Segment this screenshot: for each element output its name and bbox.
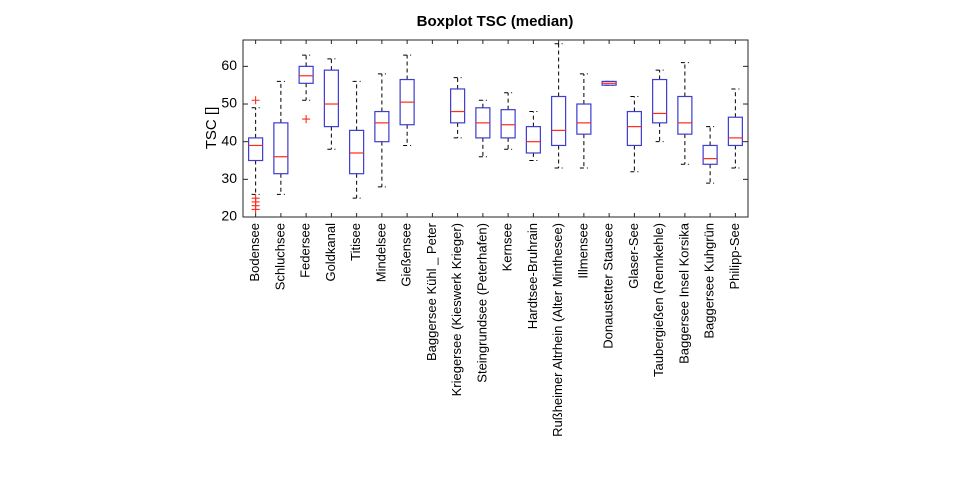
lower-whisker bbox=[680, 134, 689, 165]
box bbox=[349, 129, 365, 175]
box bbox=[298, 65, 314, 84]
x-tick-label: Kriegersee (Kieswerk Krieger) bbox=[449, 223, 464, 396]
box bbox=[576, 103, 592, 135]
upper-whisker bbox=[529, 111, 538, 127]
upper-whisker bbox=[655, 69, 664, 80]
upper-whisker bbox=[630, 95, 639, 112]
upper-whisker bbox=[478, 99, 487, 108]
y-axis-label: TSC [] bbox=[203, 107, 220, 150]
x-tick-label: Titisee bbox=[348, 223, 363, 261]
x-tick-label: Baggersee Kuhgrün bbox=[702, 223, 717, 339]
box bbox=[677, 95, 693, 135]
lower-whisker bbox=[529, 152, 538, 162]
box bbox=[248, 137, 264, 162]
lower-whisker bbox=[453, 122, 462, 139]
lower-whisker bbox=[251, 160, 260, 195]
box bbox=[374, 110, 390, 143]
box bbox=[626, 110, 642, 147]
x-tick-label: Glaser-See bbox=[626, 223, 641, 289]
box bbox=[273, 122, 289, 175]
upper-whisker bbox=[276, 80, 285, 123]
x-tick-label: Baggersee Insel Korsika bbox=[676, 222, 691, 364]
upper-whisker bbox=[251, 107, 260, 138]
outlier bbox=[302, 115, 311, 124]
upper-whisker bbox=[352, 80, 361, 131]
box bbox=[702, 144, 718, 165]
upper-whisker bbox=[680, 62, 689, 97]
lower-whisker bbox=[504, 137, 513, 150]
upper-whisker bbox=[579, 73, 588, 105]
upper-whisker bbox=[453, 77, 462, 89]
box bbox=[551, 95, 567, 147]
y-tick-label: 50 bbox=[221, 95, 237, 111]
y-tick-label: 20 bbox=[221, 208, 237, 224]
y-tick-label: 60 bbox=[221, 57, 237, 73]
lower-whisker bbox=[630, 145, 639, 173]
box bbox=[525, 126, 541, 154]
x-tick-label: Mindelsee bbox=[373, 223, 388, 282]
x-tick-label: Gießensee bbox=[399, 223, 414, 287]
upper-whisker bbox=[731, 88, 740, 118]
lower-whisker bbox=[579, 134, 588, 169]
upper-whisker bbox=[504, 92, 513, 110]
x-tick-label: Kernsee bbox=[500, 223, 515, 271]
x-tick-label: Schluchsee bbox=[272, 223, 287, 290]
y-tick-label: 40 bbox=[221, 132, 237, 148]
x-tick-label: Rußheimer Altrhein (Alter Minthesee) bbox=[550, 223, 565, 437]
lower-whisker bbox=[403, 124, 412, 146]
lower-whisker bbox=[655, 122, 664, 143]
x-tick-label: Illmensee bbox=[575, 223, 590, 279]
lower-whisker bbox=[276, 173, 285, 195]
plot-frame bbox=[242, 39, 749, 218]
x-tick-label: Baggersee Kühl _ Peter bbox=[424, 222, 439, 361]
lower-whisker bbox=[478, 137, 487, 158]
box bbox=[652, 78, 668, 124]
x-tick-label: Taubergießen (Rennkehle) bbox=[651, 223, 666, 377]
box bbox=[323, 69, 339, 128]
lower-whisker bbox=[302, 83, 311, 101]
x-tick-label: Goldkanal bbox=[323, 223, 338, 282]
lower-whisker bbox=[352, 173, 361, 199]
upper-whisker bbox=[302, 54, 311, 67]
x-tick-label: Bodensee bbox=[247, 223, 262, 282]
lower-whisker bbox=[327, 126, 336, 150]
box bbox=[727, 116, 743, 147]
upper-whisker bbox=[403, 54, 412, 80]
x-tick-label: Federsee bbox=[298, 223, 313, 278]
lower-whisker bbox=[706, 164, 715, 184]
x-tick-label: Hardtsee-Bruhrain bbox=[525, 223, 540, 329]
upper-whisker bbox=[327, 58, 336, 71]
upper-whisker bbox=[706, 126, 715, 146]
y-tick-label: 30 bbox=[221, 170, 237, 186]
box bbox=[500, 109, 516, 139]
lower-whisker bbox=[554, 145, 563, 169]
lower-whisker bbox=[731, 145, 740, 169]
upper-whisker bbox=[377, 73, 386, 112]
outlier bbox=[251, 96, 260, 105]
upper-whisker bbox=[554, 43, 563, 97]
x-tick-label: Donaustetter Stausee bbox=[601, 223, 616, 349]
lower-whisker bbox=[377, 141, 386, 188]
x-tick-label: Steingrundsee (Peterhafen) bbox=[474, 223, 489, 383]
x-tick-label: Philipp-See bbox=[727, 223, 742, 290]
box bbox=[450, 88, 466, 124]
outlier bbox=[251, 205, 260, 214]
chart-title: Boxplot TSC (median) bbox=[417, 13, 574, 30]
